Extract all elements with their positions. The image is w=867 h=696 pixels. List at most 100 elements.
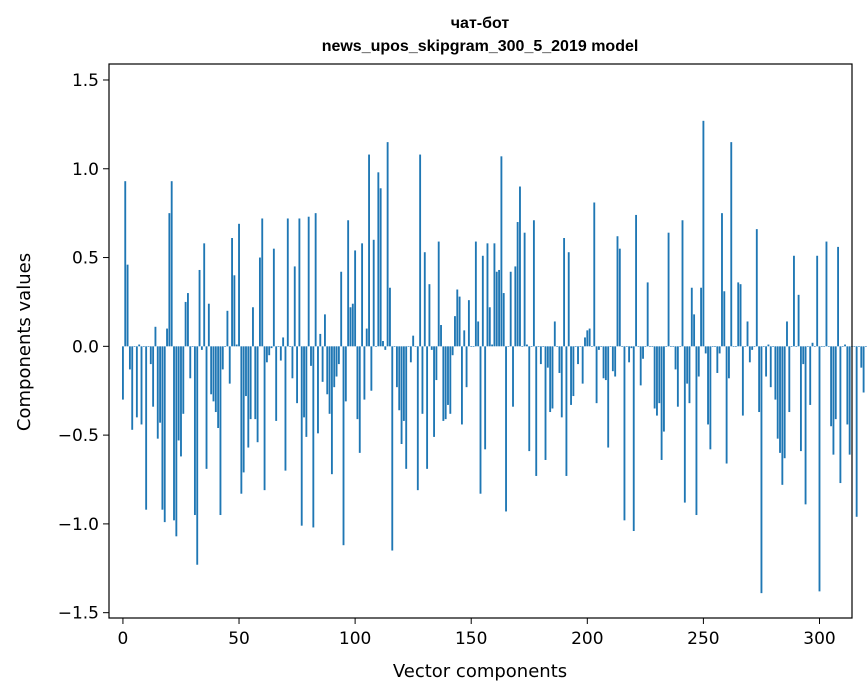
bar-146 — [461, 346, 463, 425]
bar-57 — [254, 346, 257, 420]
bar-86 — [321, 346, 324, 382]
bar-128 — [419, 154, 422, 347]
y-tick-label: −1.5 — [58, 604, 99, 624]
y-axis-ticks: −1.5 −1.0 −0.5 0.0 0.5 1.0 1.5 — [58, 71, 109, 624]
bar-269 — [746, 321, 749, 347]
bar-281 — [774, 346, 777, 400]
bar-5 — [133, 346, 136, 347]
bar-270 — [748, 346, 751, 363]
bar-13 — [152, 346, 155, 407]
bar-253 — [709, 346, 712, 450]
bar-165 — [505, 346, 507, 512]
bar-244 — [688, 346, 691, 404]
bar-197 — [579, 346, 582, 347]
bar-15 — [156, 346, 159, 439]
bar-312 — [846, 346, 849, 425]
bar-168 — [512, 346, 514, 407]
bar-199 — [584, 337, 586, 347]
bar-105 — [365, 328, 368, 347]
bar-60 — [261, 218, 264, 347]
bar-69 — [282, 337, 285, 347]
bar-84 — [317, 346, 319, 434]
bar-241 — [681, 220, 684, 347]
bar-171 — [519, 186, 521, 347]
bar-230 — [656, 346, 658, 416]
bar-276 — [762, 346, 765, 347]
bar-116 — [391, 346, 394, 551]
bar-302 — [823, 346, 826, 347]
bar-39 — [212, 346, 215, 402]
bar-3 — [128, 346, 131, 370]
x-tick-label: 300 — [803, 629, 835, 649]
bar-115 — [389, 287, 391, 347]
bar-134 — [433, 346, 435, 437]
bar-170 — [516, 222, 519, 347]
bar-79 — [305, 346, 308, 437]
bar-0 — [122, 346, 124, 400]
y-axis-label: Components values — [14, 253, 35, 431]
bar-286 — [786, 321, 788, 347]
bar-293 — [802, 346, 805, 365]
bar-47 — [231, 238, 233, 347]
bar-252 — [707, 346, 709, 425]
bar-109 — [375, 346, 377, 347]
bar-106 — [368, 154, 370, 347]
bar-301 — [820, 346, 823, 347]
bar-73 — [291, 346, 294, 379]
bar-271 — [751, 346, 754, 350]
bar-103 — [361, 243, 364, 347]
bar-48 — [233, 275, 236, 347]
bar-70 — [284, 346, 287, 471]
bar-175 — [528, 346, 531, 452]
bar-153 — [477, 321, 480, 347]
bar-132 — [428, 284, 431, 347]
bar-9 — [142, 346, 145, 347]
bar-310 — [841, 346, 844, 347]
bar-44 — [224, 346, 227, 347]
bar-223 — [639, 346, 642, 386]
bar-49 — [235, 344, 238, 347]
bar-61 — [263, 346, 266, 491]
bar-138 — [442, 346, 445, 421]
bar-256 — [716, 346, 719, 373]
bar-190 — [563, 238, 566, 347]
bar-182 — [544, 346, 547, 460]
bar-111 — [379, 188, 382, 347]
bar-99 — [351, 303, 354, 347]
bar-82 — [312, 346, 315, 528]
bar-117 — [393, 346, 396, 347]
bar-25 — [180, 346, 182, 457]
bar-288 — [790, 346, 793, 347]
bar-194 — [572, 346, 575, 397]
bar-46 — [228, 346, 231, 384]
bar-157 — [486, 243, 489, 347]
bar-133 — [430, 346, 433, 350]
bar-110 — [377, 172, 380, 347]
bar-18 — [163, 346, 166, 523]
bar-95 — [342, 346, 345, 546]
bar-214 — [618, 248, 621, 347]
bar-267 — [741, 346, 744, 416]
bar-7 — [138, 344, 141, 347]
bar-143 — [454, 316, 456, 347]
bar-287 — [788, 346, 791, 413]
bar-234 — [665, 346, 668, 347]
bar-264 — [734, 346, 737, 347]
bar-35 — [203, 243, 206, 347]
bar-98 — [349, 307, 352, 347]
bar-4 — [131, 346, 134, 430]
bar-36 — [205, 346, 208, 469]
bar-205 — [597, 346, 600, 350]
bar-222 — [637, 346, 640, 347]
bar-126 — [414, 346, 417, 347]
bar-216 — [623, 346, 626, 521]
bar-292 — [799, 346, 802, 452]
bar-156 — [484, 346, 487, 450]
bar-274 — [758, 346, 761, 413]
bar-255 — [714, 346, 716, 347]
x-axis-ticks: 0 50 100 150 200 250 300 — [118, 618, 836, 649]
bar-317 — [858, 346, 860, 347]
bar-119 — [398, 346, 401, 411]
bar-33 — [198, 269, 201, 347]
bar-265 — [737, 282, 740, 347]
